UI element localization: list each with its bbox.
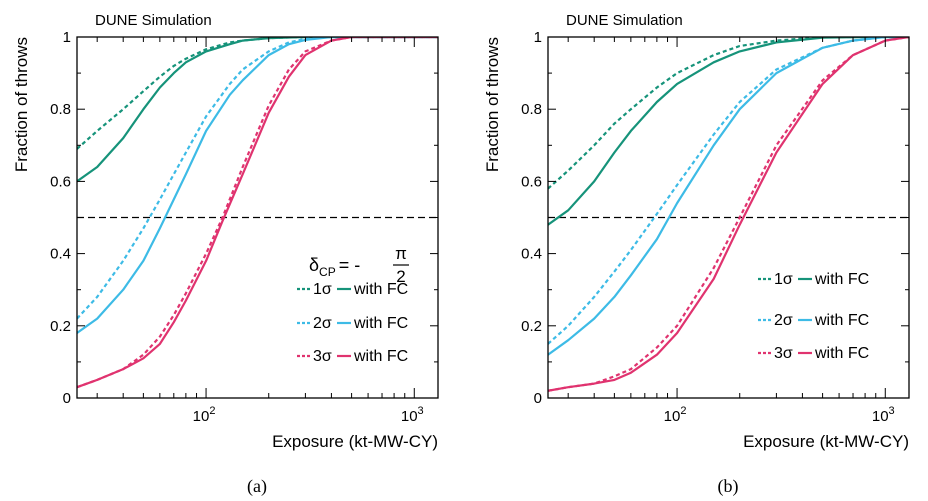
x-tick-base: 10 — [664, 408, 681, 425]
y-tick-label: 1 — [63, 29, 71, 46]
y-axis-label: Fraction of throws — [483, 37, 502, 172]
x-tick-exponent: 2 — [680, 405, 686, 417]
y-tick-label: 0.6 — [521, 173, 542, 190]
x-tick-label: 103 — [401, 405, 424, 425]
legend-sigma-label: 3σ — [313, 348, 332, 365]
legend: δCP = - π 2 1σ with FC 2σ with FC 3σ with FC — [297, 244, 409, 365]
series-line-solid-3sigma — [548, 37, 909, 392]
delta-symbol: δ — [309, 255, 319, 275]
x-tick-label: 102 — [664, 405, 687, 425]
x-tick-exponent: 3 — [889, 405, 895, 417]
x-tick-label: 103 — [872, 405, 895, 425]
y-tick-label: 0 — [63, 390, 71, 407]
legend-sigma-label: 2σ — [774, 312, 793, 329]
x-tick-base: 10 — [872, 408, 889, 425]
y-tick-label: 0.2 — [521, 318, 542, 335]
series-line-dashed-3sigma — [77, 37, 438, 389]
series-line-dashed-2sigma — [548, 37, 909, 345]
legend-fc-label: with FC — [353, 315, 408, 332]
legend-sigma-label: 1σ — [313, 281, 332, 298]
y-tick-label: 0.8 — [50, 101, 71, 118]
series-group — [548, 37, 909, 392]
x-tick-base: 10 — [193, 408, 210, 425]
y-tick-label: 0.2 — [50, 318, 71, 335]
chart-title: DUNE Simulation — [566, 12, 683, 29]
pi-numerator: π — [395, 244, 407, 263]
legend-fc-label: with FC — [814, 271, 869, 288]
panel-caption: (a) — [247, 476, 267, 497]
series-line-dashed-2sigma — [77, 37, 438, 320]
legend-fc-label: with FC — [353, 281, 408, 298]
x-tick-exponent: 2 — [209, 405, 215, 417]
equals-sign: = - — [339, 255, 361, 275]
series-line-dashed-1sigma — [77, 37, 438, 150]
legend-header: δCP = - — [309, 255, 360, 279]
legend-fc-label: with FC — [814, 345, 869, 362]
series-line-dashed-1sigma — [548, 37, 909, 190]
series-line-solid-3sigma — [77, 37, 438, 389]
y-tick-label: 0.8 — [521, 101, 542, 118]
legend-sigma-label: 3σ — [774, 345, 793, 362]
legend-fc-label: with FC — [353, 348, 408, 365]
chart-title: DUNE Simulation — [95, 12, 212, 29]
x-tick-label: 102 — [193, 405, 216, 425]
y-axis-label: Fraction of throws — [12, 37, 31, 172]
panel-caption: (b) — [718, 476, 739, 497]
legend: 1σ with FC 2σ with FC 3σ with FC — [758, 271, 869, 362]
legend-fc-label: with FC — [814, 312, 869, 329]
pi-denominator: 2 — [396, 267, 405, 286]
x-axis-label: Exposure (kt-MW-CY) — [743, 432, 909, 451]
series-group — [77, 37, 438, 389]
legend-sigma-label: 2σ — [313, 315, 332, 332]
y-tick-label: 0.6 — [50, 173, 71, 190]
y-tick-label: 0.4 — [50, 246, 71, 263]
y-tick-label: 0 — [534, 390, 542, 407]
x-tick-base: 10 — [401, 408, 418, 425]
x-tick-exponent: 3 — [418, 405, 424, 417]
series-line-solid-2sigma — [77, 37, 438, 334]
x-axis-label: Exposure (kt-MW-CY) — [272, 432, 438, 451]
y-tick-label: 0.4 — [521, 246, 542, 263]
series-line-solid-1sigma — [548, 37, 909, 226]
legend-sigma-label: 1σ — [774, 271, 793, 288]
y-tick-label: 1 — [534, 29, 542, 46]
series-line-dashed-3sigma — [548, 37, 909, 392]
delta-subscript: CP — [319, 265, 336, 279]
series-line-solid-2sigma — [548, 37, 909, 356]
